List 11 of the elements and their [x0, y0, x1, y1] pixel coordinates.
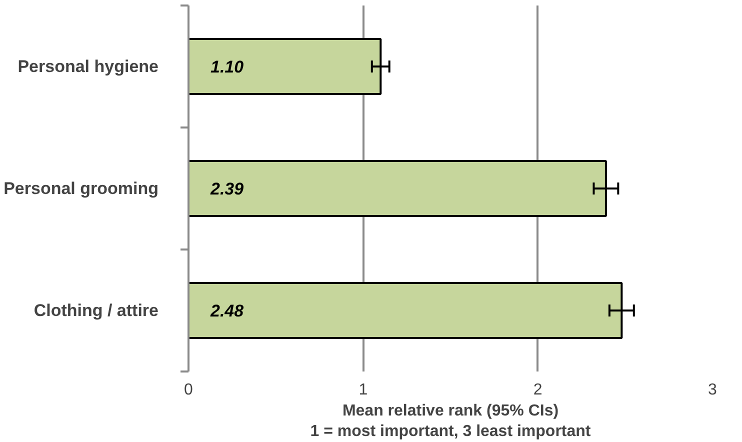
data-label: 2.39 — [210, 180, 244, 198]
y-tick-label: Personal hygiene — [18, 57, 159, 76]
y-tick-label: Personal grooming — [4, 179, 159, 198]
x-tick-label: 1 — [358, 382, 368, 398]
x-tick-label: 3 — [708, 382, 718, 398]
data-label: 2.48 — [210, 302, 244, 320]
x-axis-title: Mean relative rank (95% CIs) 1 = most important, 3 least important — [310, 402, 592, 440]
x-tick-label: 2 — [533, 382, 542, 398]
data-label: 1.10 — [210, 58, 244, 76]
x-tick-label: 0 — [184, 382, 194, 398]
y-tick-label: Clothing / attire — [34, 301, 159, 320]
